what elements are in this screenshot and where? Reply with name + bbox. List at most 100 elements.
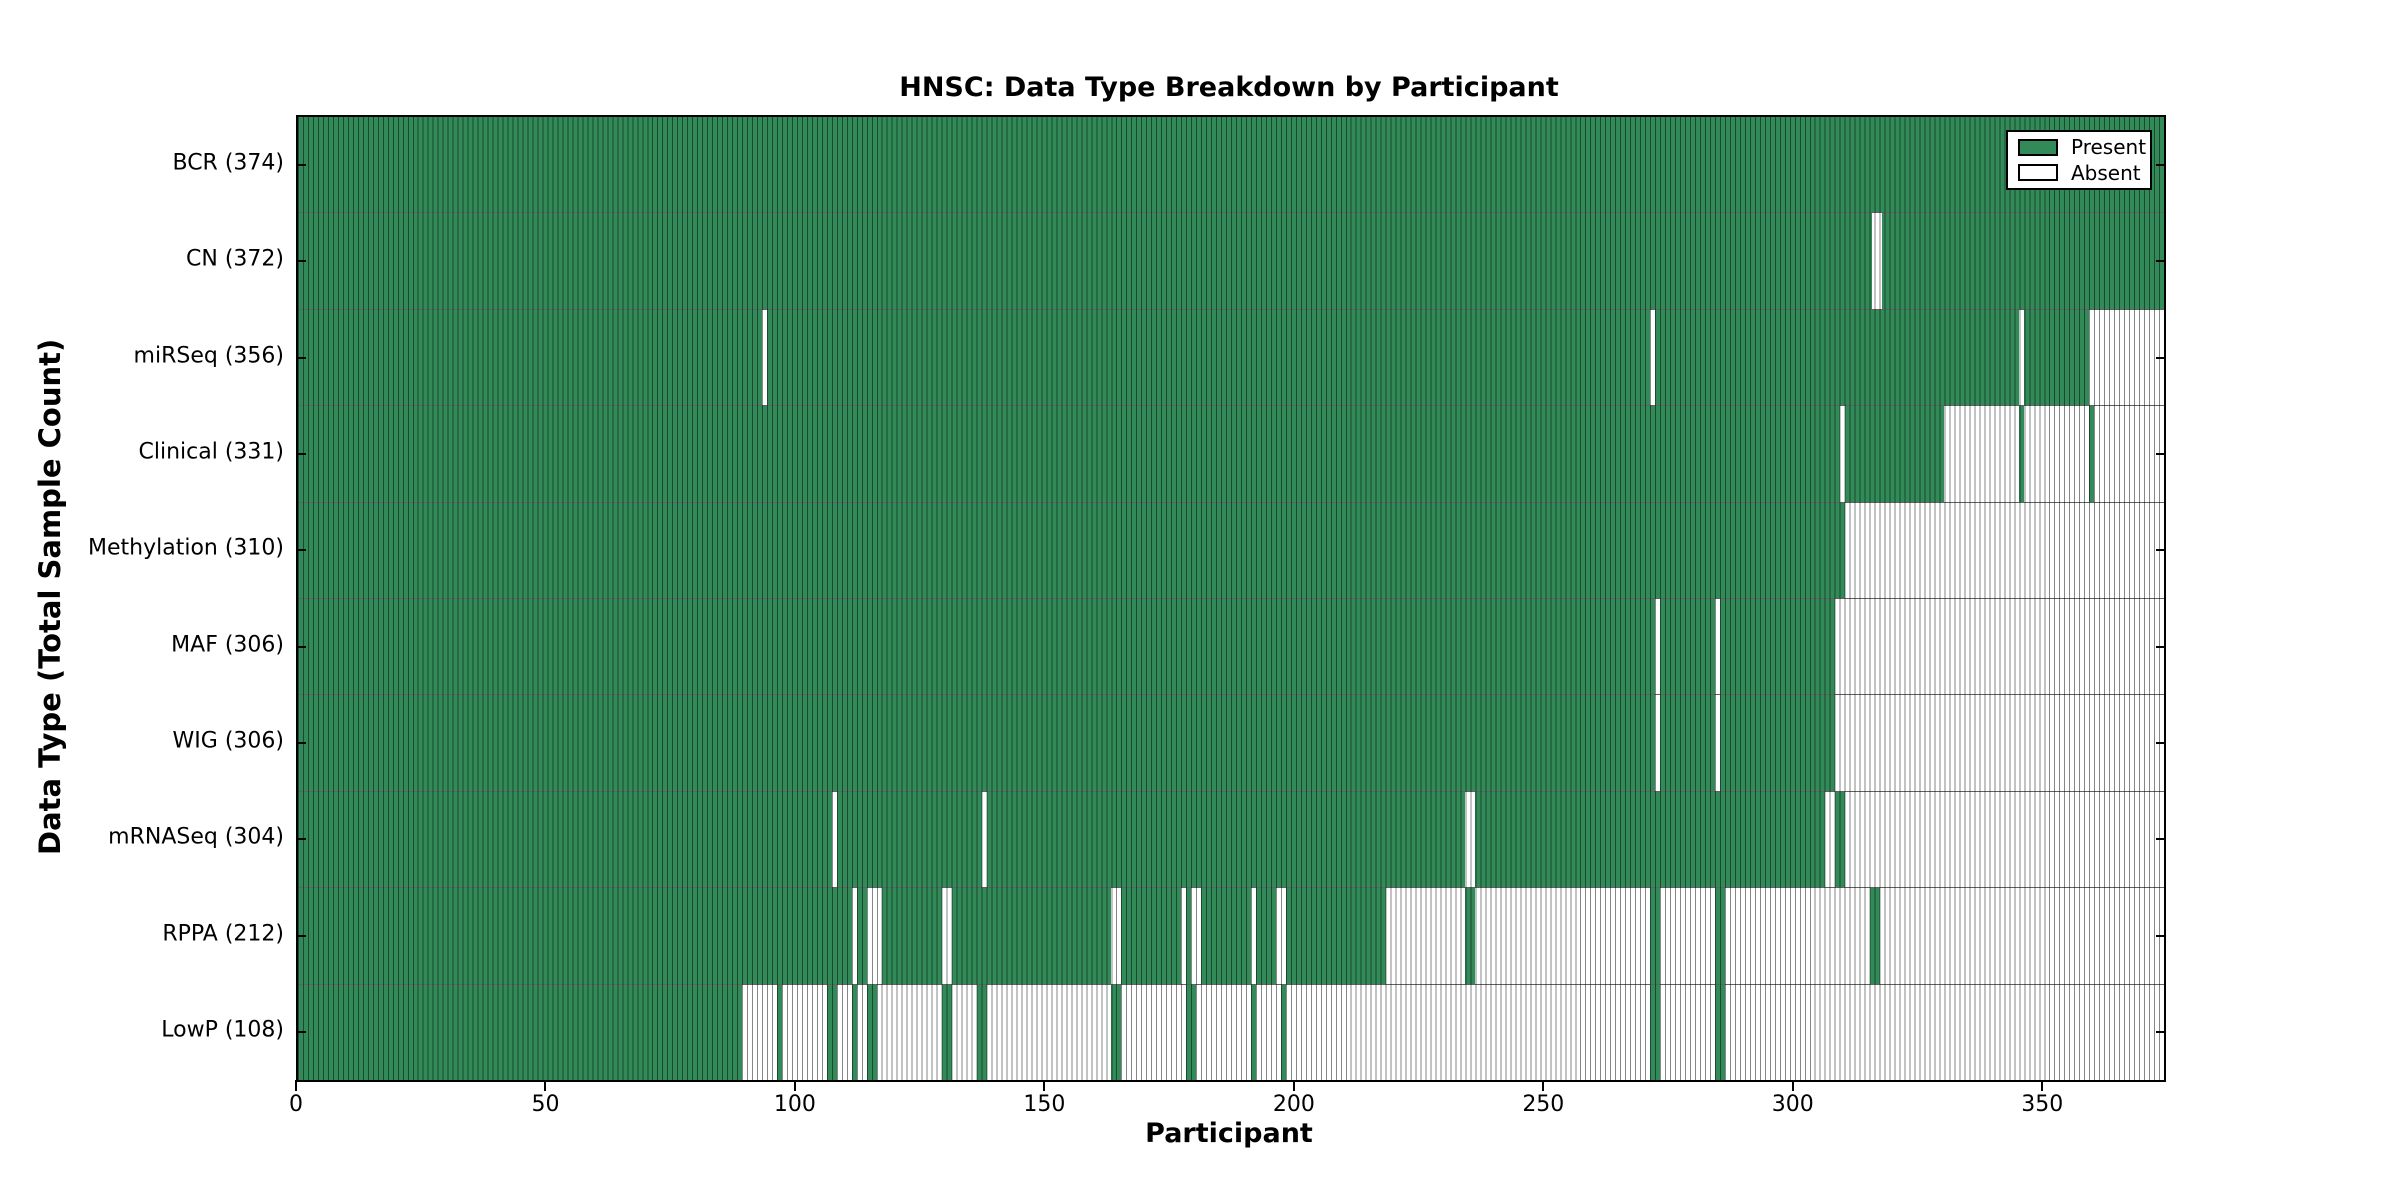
present-segment [1475,791,1825,888]
y-tick-mark [2156,549,2164,552]
present-segment [1714,984,1725,1081]
present-segment [1869,888,1880,984]
x-tick-mark [1542,1080,1545,1091]
present-segment [866,984,877,1081]
y-tick-mark [298,356,306,359]
present-segment [298,213,1873,309]
y-tick-mark [298,453,306,456]
y-tick-mark [298,741,306,744]
legend: Present Absent [2006,130,2152,190]
present-segment [941,984,952,1081]
y-tick-label: miRSeq (356) [133,343,284,369]
present-segment [826,984,837,1081]
present-segment [976,984,987,1081]
y-tick-mark [298,549,306,552]
x-tick-label: 150 [1023,1092,1066,1117]
x-tick-mark [1043,1080,1046,1091]
present-segment [856,888,867,984]
present-segment [1660,695,1715,791]
present-swatch [2018,138,2058,156]
y-tick-mark [2156,838,2164,841]
present-segment [986,791,1466,888]
data-row-Methylation [298,502,2164,600]
present-segment [836,791,982,888]
x-tick-label: 0 [289,1092,303,1117]
y-tick-mark [2156,741,2164,744]
chart-title: HNSC: Data Type Breakdown by Participant [899,72,1559,103]
present-segment [1186,888,1192,984]
x-tick-mark [793,1080,796,1091]
present-segment [2024,309,2090,406]
y-tick-label: Methylation (310) [88,535,284,561]
data-row-RPPA [298,888,2164,985]
y-tick-label: BCR (374) [172,150,284,176]
x-tick-label: 50 [531,1092,560,1117]
present-segment [1834,791,1845,888]
legend-label-present: Present [2071,135,2147,160]
data-row-CN [298,213,2164,310]
present-segment [951,888,1112,984]
present-segment [1719,695,1835,791]
row-container [298,117,2164,1081]
x-tick-label: 250 [1522,1092,1565,1117]
present-segment [298,984,743,1081]
present-segment [2089,406,2095,502]
y-tick-mark [2156,356,2164,359]
data-row-LowP [298,984,2164,1081]
data-row-Clinical [298,406,2164,503]
legend-entry-absent: Absent [2018,160,2141,185]
present-segment [1714,888,1725,984]
present-segment [1465,888,1476,984]
y-tick-mark [2156,453,2164,456]
x-tick-mark [544,1080,547,1091]
present-segment [1280,984,1286,1081]
present-segment [1650,984,1661,1081]
data-row-WIG [298,695,2164,792]
present-segment [298,599,1656,695]
data-row-BCR [298,117,2164,214]
present-segment [298,888,852,984]
present-segment [851,984,857,1081]
y-tick-label: Clinical (331) [138,439,284,465]
x-tick-label: 300 [1771,1092,1814,1117]
y-tick-mark [298,645,306,648]
present-segment [298,695,1656,791]
present-segment [776,984,782,1081]
data-row-miRSeq [298,309,2164,407]
present-segment [2019,406,2025,502]
data-row-mRNASeq [298,791,2164,889]
data-row-MAF [298,599,2164,696]
x-tick-label: 200 [1272,1092,1315,1117]
present-segment [298,309,762,406]
y-tick-mark [298,260,306,263]
present-segment [1111,984,1122,1081]
present-segment [298,791,832,888]
plot-area: Present Absent [296,115,2166,1082]
present-segment [1201,888,1251,984]
y-tick-mark [2156,260,2164,263]
present-segment [1719,599,1835,695]
present-segment [1650,888,1661,984]
y-tick-mark [2156,1030,2164,1033]
y-tick-label: mRNASeq (304) [108,824,284,850]
present-segment [1250,984,1256,1081]
present-segment [1121,888,1182,984]
y-tick-label: MAF (306) [171,632,284,658]
y-tick-mark [2156,645,2164,648]
x-tick-label: 350 [2021,1092,2064,1117]
present-segment [1285,888,1386,984]
y-tick-label: CN (372) [186,246,284,272]
x-tick-mark [1791,1080,1794,1091]
y-tick-mark [2156,934,2164,937]
absent-swatch [2018,164,2058,182]
x-tick-mark [1292,1080,1295,1091]
y-tick-mark [298,838,306,841]
legend-label-absent: Absent [2071,160,2141,185]
present-segment [298,406,1840,502]
legend-entry-present: Present [2018,135,2146,159]
present-segment [881,888,942,984]
present-segment [1186,984,1197,1081]
present-segment [298,502,1845,599]
present-segment [766,309,1651,406]
